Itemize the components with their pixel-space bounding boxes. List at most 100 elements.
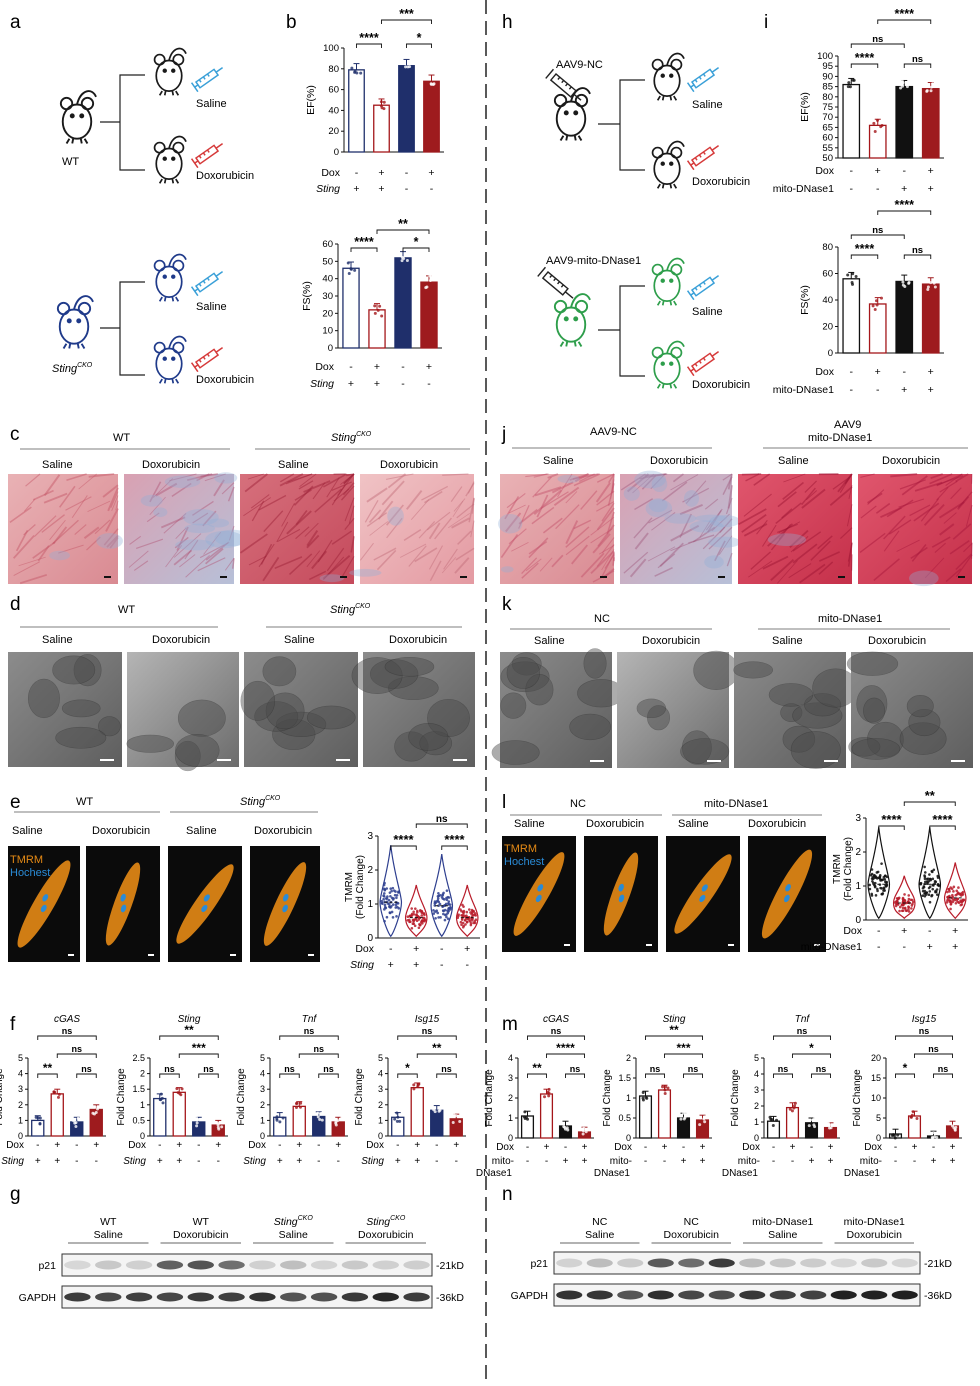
row-label: DNase1 <box>844 1168 881 1179</box>
data-point <box>474 918 478 922</box>
data-point <box>641 1098 645 1102</box>
y-axis-label: Fold Change <box>730 1069 741 1127</box>
row-sign: - <box>913 1156 916 1167</box>
y-tick-label: 1 <box>626 1093 631 1103</box>
data-point <box>807 1124 811 1128</box>
data-point <box>413 924 417 928</box>
histology-cko-saline <box>239 473 355 584</box>
blot-band <box>156 1260 184 1270</box>
data-point <box>847 81 851 85</box>
data-point <box>880 887 883 890</box>
bar <box>373 104 390 153</box>
y-tick-label: 60 <box>822 269 833 280</box>
row-sign: - <box>663 1156 666 1167</box>
data-point <box>278 1120 282 1124</box>
bar <box>192 1121 206 1137</box>
significance-bracket <box>877 210 932 215</box>
data-point <box>419 909 422 913</box>
y-axis-label: Fold Change <box>236 1068 247 1126</box>
data-point <box>582 1126 586 1130</box>
significance-bracket <box>376 229 430 234</box>
bar <box>695 1119 710 1139</box>
significance-bracket <box>397 1073 418 1078</box>
tem-cko-dox <box>351 652 475 767</box>
y-tick-label: 1 <box>367 899 373 910</box>
blot-band <box>830 1290 857 1300</box>
row-sign: + <box>277 1156 283 1167</box>
y-tick-label: 4 <box>18 1069 23 1079</box>
label-c-saline1: Saline <box>42 459 73 471</box>
y-axis-label: EF(%) <box>799 92 811 122</box>
row-label: Sting <box>243 1156 266 1167</box>
blot-size-label: -21kD <box>436 1260 464 1272</box>
significance-bracket <box>436 1073 457 1078</box>
data-point <box>474 914 478 917</box>
y-tick-label: 2 <box>855 847 861 858</box>
y-tick-label: 5 <box>754 1053 759 1063</box>
data-point <box>76 1116 80 1120</box>
y-tick-label: 1.5 <box>618 1073 631 1083</box>
header-d: WT StingCKO Saline Doxorubicin Saline Do… <box>20 603 462 646</box>
row-sign: - <box>405 183 409 195</box>
row-sign: + <box>157 1156 163 1167</box>
data-point <box>194 1116 198 1120</box>
data-point <box>443 918 447 922</box>
panel-letter-h: h <box>502 12 513 33</box>
data-point <box>875 877 879 880</box>
data-point <box>295 1101 299 1105</box>
blot-band <box>647 1258 674 1268</box>
row-sign: - <box>894 1142 897 1153</box>
data-point <box>441 897 445 900</box>
row-label: mito- <box>738 1156 760 1167</box>
blot-strip <box>61 1285 433 1309</box>
y-tick-label: 1 <box>18 1115 23 1125</box>
y-tick-label: 5 <box>260 1053 265 1063</box>
blot-band <box>125 1260 153 1270</box>
data-point <box>393 1117 397 1121</box>
data-point <box>392 889 396 892</box>
significance-bracket <box>895 1073 915 1078</box>
data-point <box>850 281 854 285</box>
significance-bracket <box>390 845 417 850</box>
y-tick-label: 85 <box>822 82 833 93</box>
y-axis-label: Fold Change <box>0 1068 5 1126</box>
violin <box>892 875 916 920</box>
significance-label: **** <box>855 51 875 65</box>
label-dox-mito: Doxorubicin <box>692 379 750 391</box>
label-l-mito: mito-DNase1 <box>704 798 768 810</box>
row-sign: - <box>564 1142 567 1153</box>
data-point <box>959 903 963 907</box>
data-point <box>885 884 889 887</box>
label-l-saline1: Saline <box>514 818 545 830</box>
bar <box>895 85 914 159</box>
data-point <box>404 65 408 69</box>
data-point <box>903 893 906 896</box>
row-sign: - <box>455 1156 458 1167</box>
data-point <box>467 908 471 911</box>
data-point <box>451 1121 455 1125</box>
data-point <box>437 1106 441 1110</box>
significance-label: ns <box>422 1026 433 1036</box>
data-point <box>663 1091 667 1095</box>
significance-bracket <box>198 1073 219 1078</box>
label-aav9-mito: AAV9-mito-DNase1 <box>546 255 641 267</box>
row-label: Dox <box>614 1142 632 1153</box>
y-tick-label: 3 <box>508 1073 513 1083</box>
data-point <box>932 1131 936 1135</box>
data-point <box>394 903 398 907</box>
row-sign: - <box>903 941 907 953</box>
data-point <box>951 893 954 897</box>
data-point <box>422 916 426 920</box>
data-point <box>871 876 875 879</box>
data-point <box>900 84 904 88</box>
data-point <box>919 882 923 886</box>
tem-wt-saline <box>8 652 122 767</box>
bar <box>70 1121 84 1137</box>
data-point <box>880 123 884 127</box>
data-point <box>387 902 391 906</box>
violin <box>943 862 967 920</box>
data-point <box>953 1128 957 1132</box>
data-point <box>397 251 401 255</box>
data-point <box>873 873 876 877</box>
